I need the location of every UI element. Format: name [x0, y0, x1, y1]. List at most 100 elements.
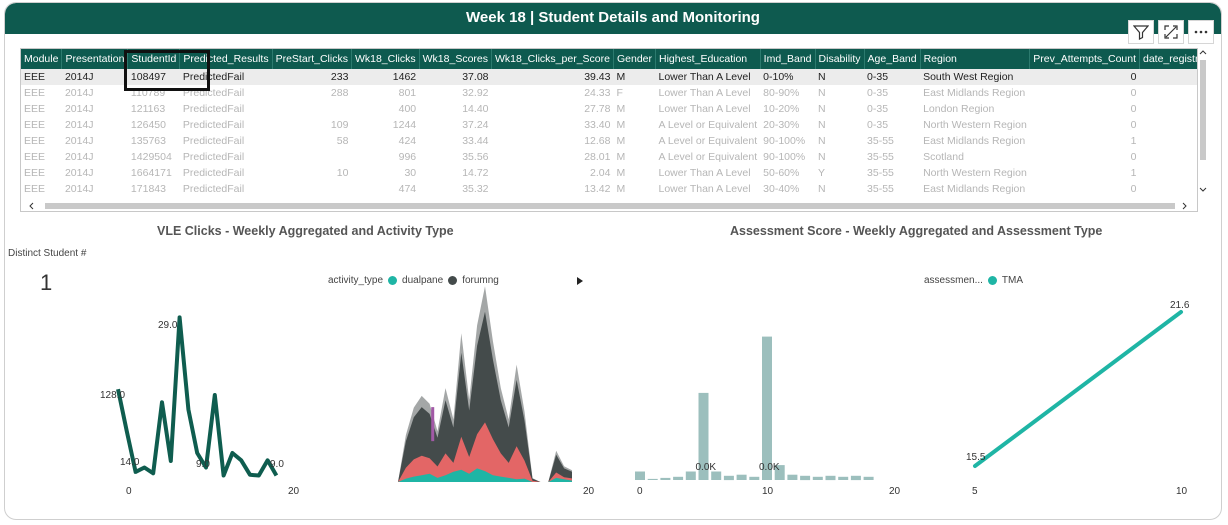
- column-header[interactable]: Prev_Attempts_Count: [1029, 49, 1140, 69]
- table-cell: 996: [398, 151, 417, 163]
- table-cell: 90-100%: [763, 151, 806, 163]
- column-header[interactable]: Wk18_Clicks: [351, 49, 420, 69]
- student-table: Module Presentation StudentId Predicted_Res…: [20, 48, 1198, 212]
- table-cell: 2014J: [64, 183, 94, 195]
- assessment-bar: [787, 474, 798, 480]
- legend-title-assessment: assessmen...: [924, 275, 983, 286]
- assessment-bar: [749, 476, 760, 480]
- table-cell: North Western Region: [923, 167, 1027, 179]
- tma-line: [973, 310, 1183, 468]
- legend-next-icon[interactable]: [576, 276, 584, 286]
- table-row[interactable]: EEE 2014J 1664171 PredictedFail 10 30 14.72 2.0…: [21, 165, 1197, 181]
- x-tick-label: 10: [1176, 486, 1188, 497]
- table-cell: 35-55: [867, 167, 894, 179]
- column-header[interactable]: date_registr: [1139, 49, 1197, 69]
- table-cell: EEE: [24, 151, 46, 163]
- vle-area-chart: 20: [398, 286, 595, 497]
- table-cell: 400: [398, 103, 417, 115]
- assessment-bar: [800, 475, 811, 481]
- column-header[interactable]: Presentation: [61, 49, 129, 69]
- assessment-bar: [723, 475, 734, 481]
- column-header[interactable]: PreStart_Clicks: [272, 49, 352, 69]
- table-cell: M: [616, 119, 626, 131]
- legend-item-dualpane[interactable]: dualpane: [402, 275, 444, 286]
- table-cell: 90-100%: [763, 135, 806, 147]
- table-cell: 108497: [127, 69, 180, 85]
- table-cell: 33.40: [584, 119, 611, 131]
- table-row[interactable]: EEE 2014J 135763 PredictedFail 58 424 33.44 12.…: [21, 133, 1197, 149]
- data-label: 128.0: [100, 390, 125, 401]
- legend-title: activity_type: [328, 275, 384, 286]
- table-cell: PredictedFail: [182, 183, 245, 195]
- other-activity-area: [398, 422, 572, 482]
- table-cell: A Level or Equivalent: [658, 119, 758, 131]
- table-row[interactable]: EEE 2014J 171843 PredictedFail 474 35.32 13.42…: [21, 181, 1197, 197]
- vle-chart-title: VLE Clicks - Weekly Aggregated and Activ…: [157, 224, 454, 238]
- table-cell: Lower Than A Level: [658, 167, 751, 179]
- table-cell: East Midlands Region: [923, 135, 1026, 147]
- column-header[interactable]: StudentId: [127, 49, 181, 69]
- table-cell: 2014J: [64, 151, 94, 163]
- table-header-row: Module Presentation StudentId Predicted_Res…: [21, 49, 1197, 69]
- assessment-bar: [711, 471, 722, 480]
- column-header[interactable]: Gender: [613, 49, 657, 69]
- legend-item-tma[interactable]: TMA: [1001, 275, 1024, 286]
- assessment-bar: [825, 475, 836, 481]
- table-cell: 32.92: [462, 87, 489, 99]
- horizontal-scrollbar[interactable]: [20, 200, 1198, 212]
- table-cell: 2014J: [64, 135, 94, 147]
- column-header[interactable]: Wk18_Clicks_per_Score: [491, 49, 614, 69]
- table-cell: 0: [1130, 183, 1137, 195]
- table-row[interactable]: EEE 2014J 126450 PredictedFail 109 1244 37.24 3…: [21, 117, 1197, 133]
- table-cell: 24.33: [584, 87, 611, 99]
- dualpane-area: [398, 468, 572, 482]
- table-cell: 27.78: [584, 103, 611, 115]
- table-cell: 30: [404, 167, 417, 179]
- table-cell: PredictedFail: [182, 103, 245, 115]
- vertical-scrollbar[interactable]: [1197, 48, 1209, 196]
- assess-legend: assessmen... TMA: [924, 275, 1023, 286]
- table-cell: 1462: [351, 69, 420, 85]
- column-header[interactable]: Disability: [815, 49, 865, 69]
- x-tick-label: 0: [637, 486, 643, 497]
- table-row[interactable]: EEE 2014J 108497 PredictedFail 233 1462 37.08 3…: [21, 69, 1197, 85]
- column-header[interactable]: Region: [920, 49, 1031, 69]
- forumng-area: [398, 311, 572, 482]
- table-cell: East Midlands Region: [923, 183, 1026, 195]
- table-cell: 35.56: [462, 151, 489, 163]
- table-cell: 2014J: [64, 87, 94, 99]
- more-options-icon[interactable]: [1188, 20, 1214, 44]
- table-cell: 1429504: [130, 151, 172, 163]
- column-header[interactable]: Imd_Band: [760, 49, 816, 69]
- legend-dot-forumng: [448, 276, 458, 285]
- table-cell: EEE: [24, 167, 46, 179]
- table-cell: 1244: [392, 119, 417, 131]
- focus-mode-icon[interactable]: [1158, 20, 1184, 44]
- table-cell: 0: [1029, 69, 1140, 85]
- column-header[interactable]: Age_Band: [864, 49, 921, 69]
- table-cell: 0-35: [864, 69, 921, 85]
- assessment-bar-chart: 0.0K 0.0K 0 10 20: [635, 336, 901, 497]
- table-cell: N: [815, 69, 865, 85]
- column-header[interactable]: Highest_Education: [655, 49, 761, 69]
- table-cell: 233: [272, 69, 352, 85]
- column-header[interactable]: Wk18_Scores: [419, 49, 493, 69]
- table-cell: 288: [330, 87, 349, 99]
- data-label: 9.0: [196, 459, 210, 470]
- table-cell: 135763: [130, 135, 166, 147]
- x-tick-label: 20: [288, 486, 300, 497]
- legend-item-forumng[interactable]: forumng: [462, 275, 499, 286]
- legend-dot-tma: [987, 276, 997, 285]
- assessment-bar: [660, 477, 671, 480]
- table-cell: N: [818, 103, 826, 115]
- data-label: 9.0: [270, 459, 284, 470]
- column-header[interactable]: Module: [21, 49, 63, 69]
- table-cell: 424: [398, 135, 417, 147]
- table-row[interactable]: EEE 2014J 121163 PredictedFail 400 14.40 27.78…: [21, 101, 1197, 117]
- column-header[interactable]: Predicted_Results: [179, 49, 273, 69]
- table-cell: 2.04: [590, 167, 611, 179]
- vle-legend: activity_type dualpane forumng: [328, 275, 499, 286]
- filter-icon[interactable]: [1128, 20, 1154, 44]
- table-row[interactable]: EEE 2014J 1429504 PredictedFail 996 35.56 28.0…: [21, 149, 1197, 165]
